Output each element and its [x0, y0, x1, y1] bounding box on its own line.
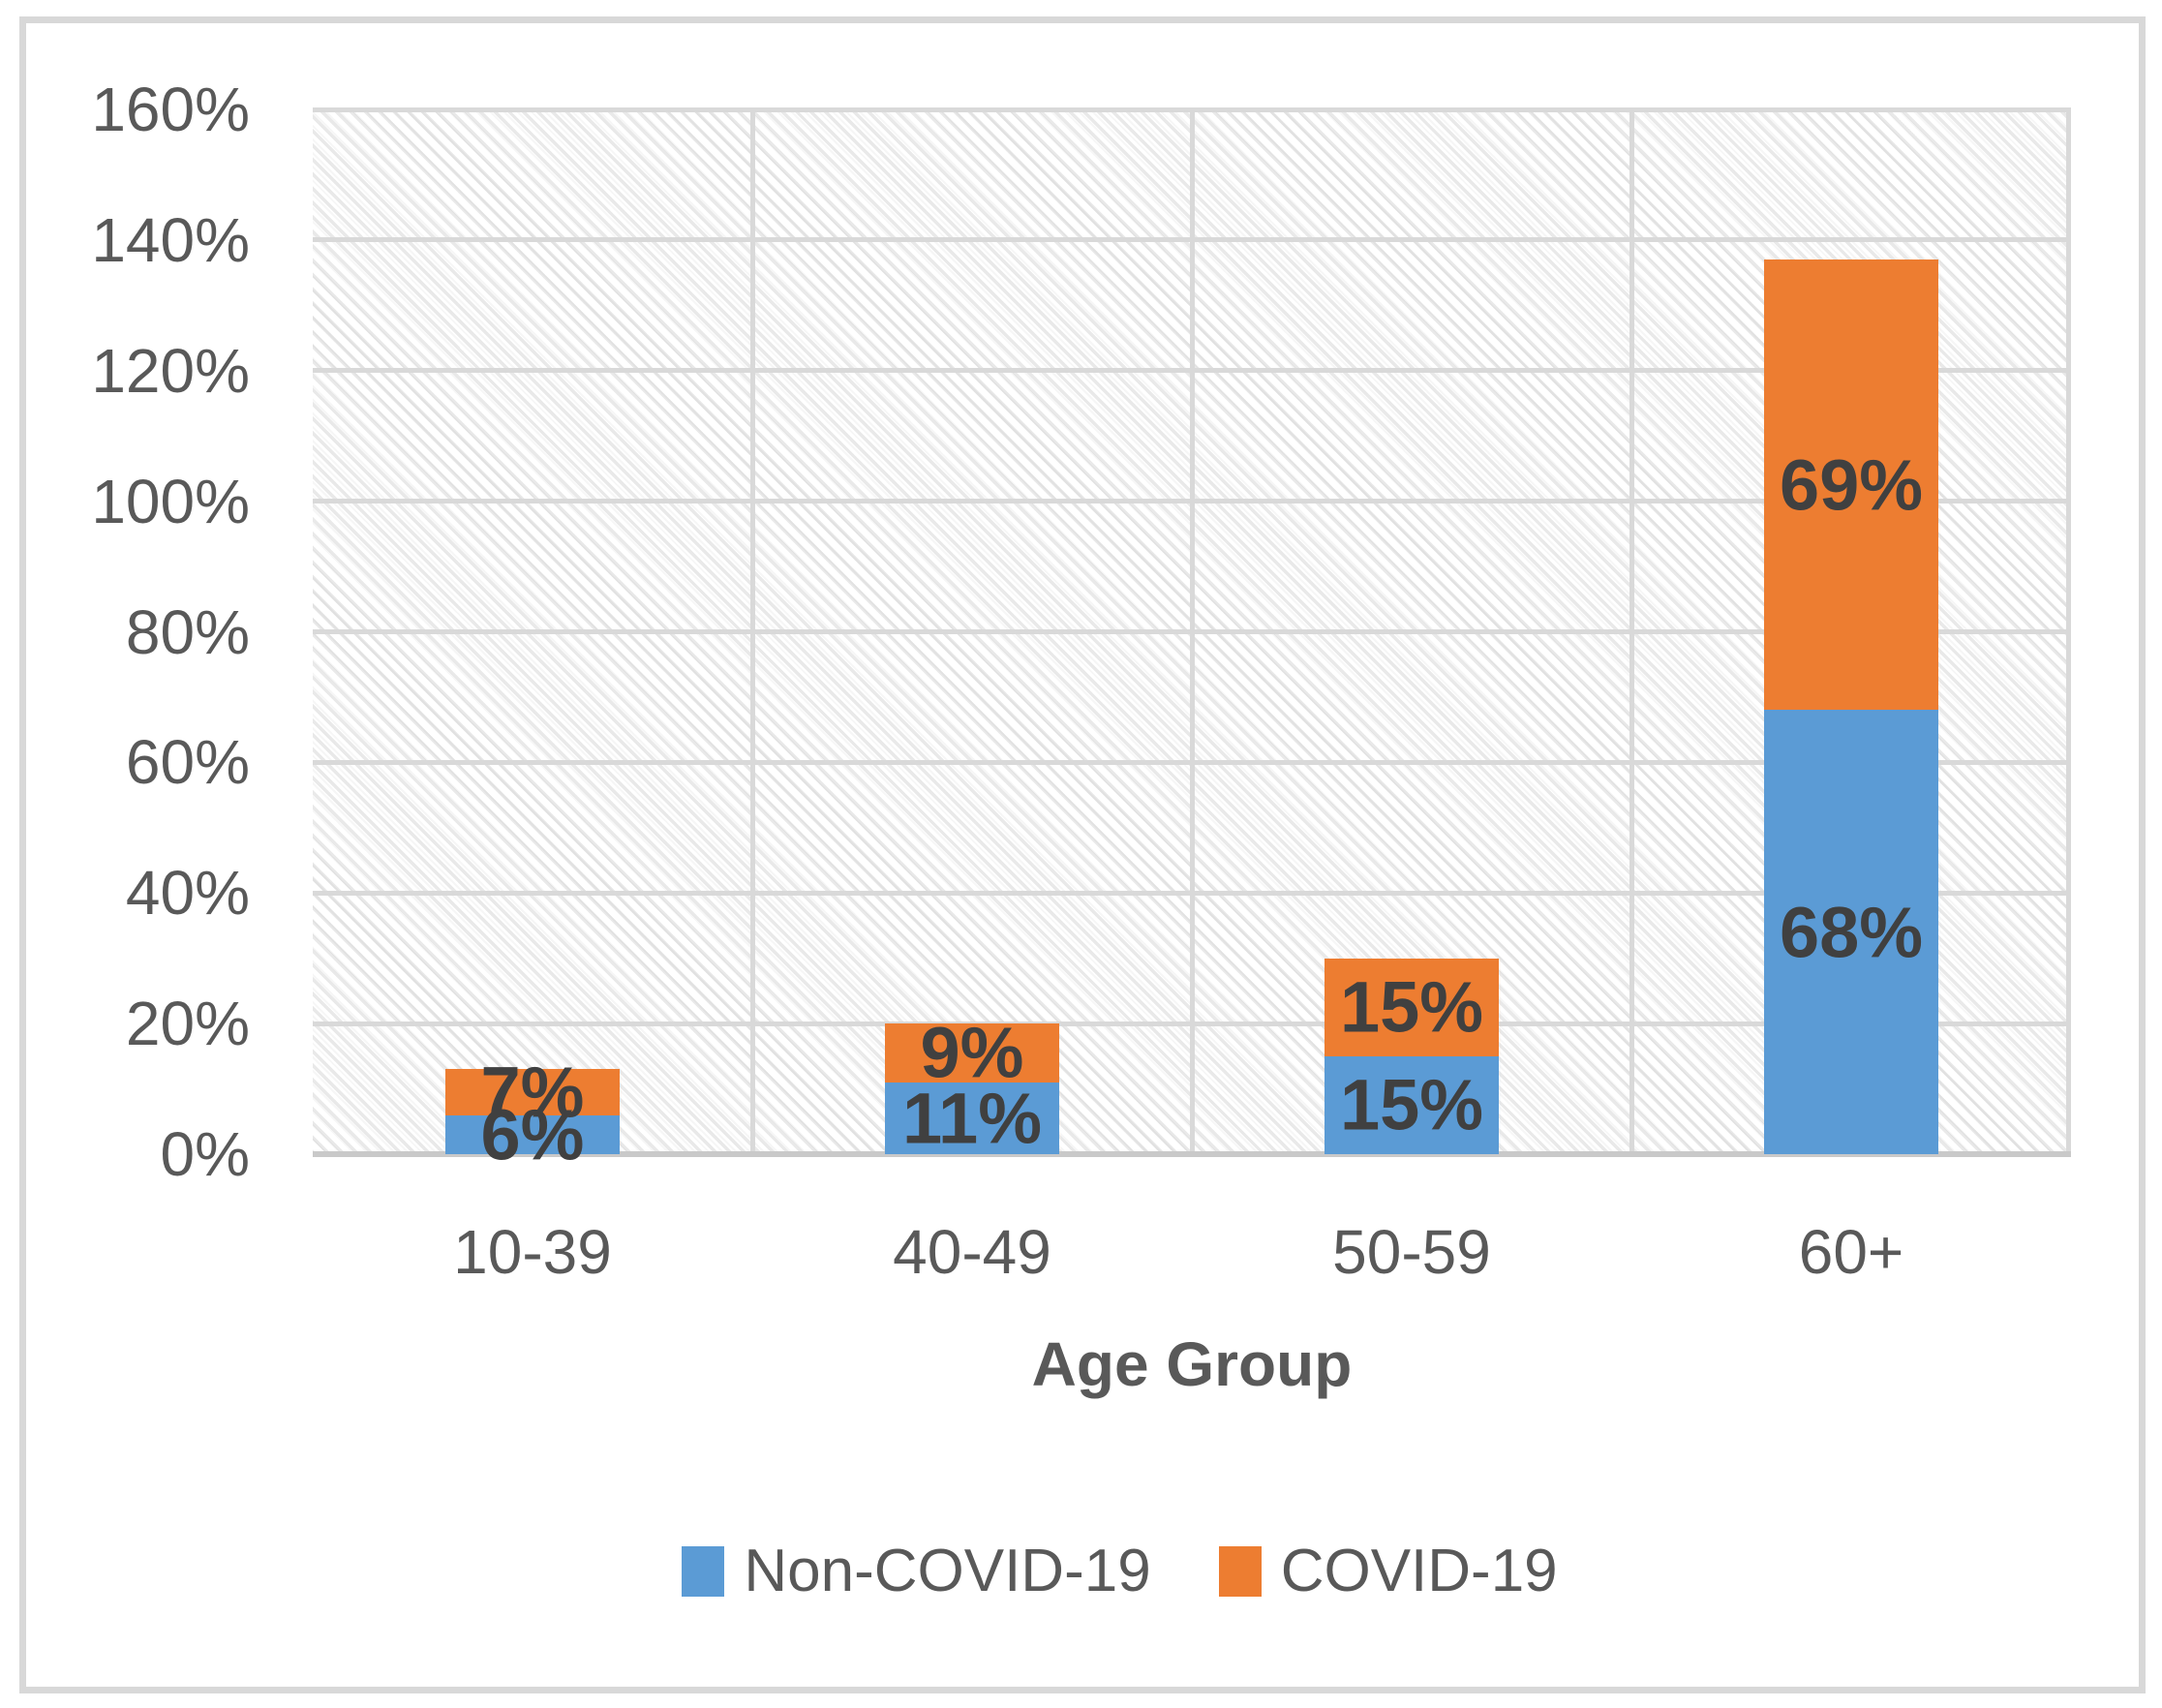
bar-data-label: 15% [1339, 966, 1484, 1048]
bar-segment-covid-19 [1764, 259, 1938, 711]
bar-data-label: 68% [1779, 892, 1924, 973]
x-tick-label: 10-39 [453, 1217, 612, 1287]
bar-data-label: 69% [1779, 444, 1924, 526]
x-axis-title: Age Group [1031, 1329, 1353, 1399]
v-gridline [1189, 109, 1195, 1154]
legend: Non-COVID-19 COVID-19 [39, 1538, 2162, 1605]
y-tick-label: 40% [125, 858, 250, 929]
bar-segment-non-covid-19 [445, 1114, 620, 1154]
y-tick-label: 140% [91, 204, 250, 275]
bar-segment-covid-19 [1325, 958, 1499, 1056]
y-tick-label: 80% [125, 596, 250, 667]
x-axis-line [313, 1151, 2071, 1157]
bar-segment-covid-19 [885, 1023, 1059, 1083]
bar-data-label: 11% [901, 1078, 1043, 1159]
y-tick-label: 20% [125, 989, 250, 1059]
bar-data-label: 6% [480, 1094, 585, 1175]
v-gridline [2066, 109, 2071, 1154]
legend-swatch [682, 1546, 725, 1597]
legend-item-covid-19: COVID-19 [1218, 1538, 1558, 1605]
y-tick-label: 120% [91, 335, 250, 406]
y-tick-label: 0% [160, 1119, 251, 1189]
x-tick-label: 50-59 [1332, 1217, 1491, 1287]
x-tick-label: 40-49 [893, 1217, 1051, 1287]
plot-area: 6% 7% 11% 9% 15% 15% 68% 69% [313, 107, 2071, 1174]
legend-swatch [1218, 1546, 1262, 1597]
y-tick-label: 160% [91, 75, 250, 144]
x-tick-label: 60+ [1798, 1217, 1904, 1287]
bar-segment-covid-19 [445, 1069, 620, 1115]
bar-segment-non-covid-19 [1764, 710, 1938, 1154]
bar-segment-non-covid-19 [1325, 1055, 1499, 1154]
y-tick-label: 100% [91, 466, 250, 536]
v-gridline [1629, 109, 1634, 1154]
legend-label: Non-COVID-19 [744, 1538, 1151, 1604]
legend-item-non-covid-19: Non-COVID-19 [682, 1538, 1151, 1605]
v-gridline [749, 109, 755, 1154]
bar-data-label: 15% [1339, 1064, 1484, 1145]
bar-data-label: 9% [920, 1012, 1024, 1093]
legend-label: COVID-19 [1280, 1538, 1558, 1604]
y-tick-label: 60% [125, 727, 250, 798]
bar-segment-non-covid-19 [885, 1082, 1059, 1154]
figure-border [19, 16, 2146, 1693]
bar-data-label: 7% [480, 1052, 585, 1133]
